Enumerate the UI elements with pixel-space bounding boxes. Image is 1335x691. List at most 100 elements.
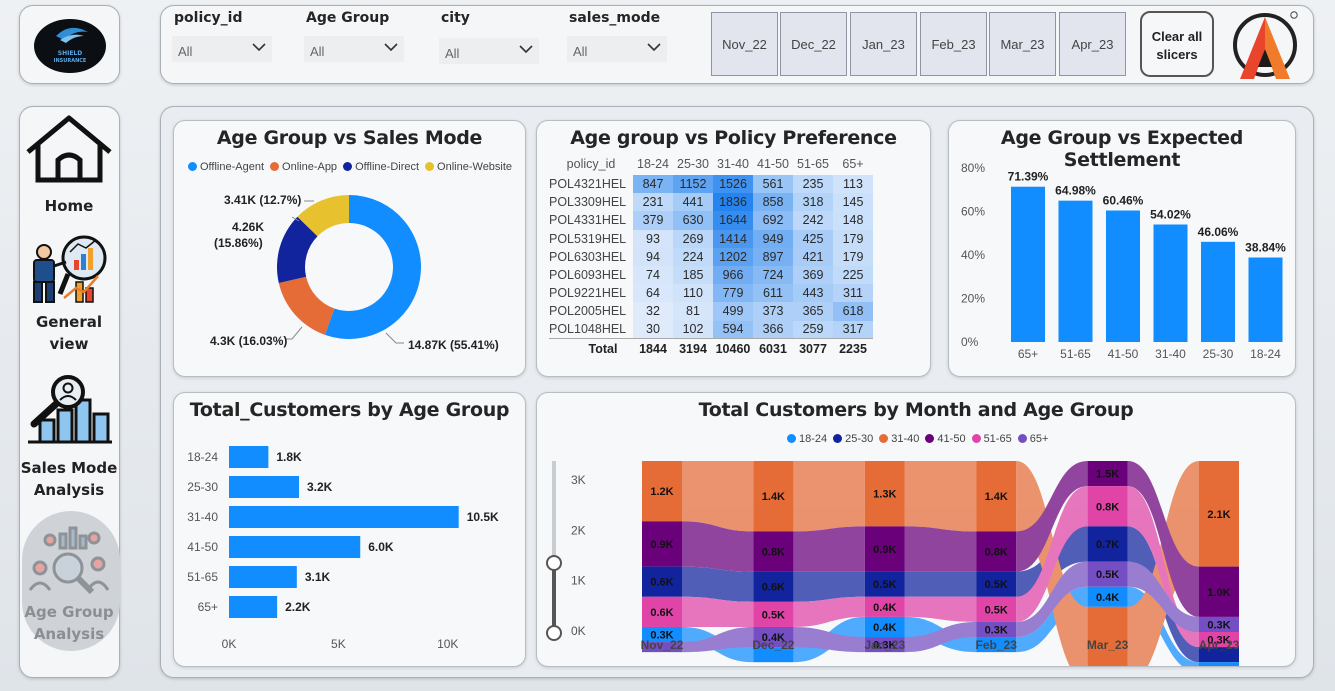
slicer-policy-id[interactable]: policy_id All bbox=[172, 10, 272, 62]
matrix-row[interactable]: POL4331HEL 379 630 1644 692 242 148 bbox=[549, 211, 873, 230]
ribbon-segment[interactable] bbox=[753, 647, 794, 663]
slicer-sales-mode[interactable]: sales_mode All bbox=[567, 10, 667, 62]
matrix-row[interactable]: POL1048HEL 30 102 594 366 259 317 bbox=[549, 320, 873, 339]
donut-slice-offline-agent[interactable] bbox=[324, 195, 421, 339]
legend-item[interactable]: Online-Website bbox=[425, 161, 512, 173]
ribbon-31-40[interactable] bbox=[904, 461, 977, 532]
settlement-bar[interactable] bbox=[1201, 241, 1235, 342]
customer-bar[interactable] bbox=[229, 536, 361, 558]
customer-bar[interactable] bbox=[229, 476, 299, 498]
ribbon-65+[interactable] bbox=[793, 626, 865, 653]
slicer-dropdown[interactable]: All bbox=[439, 38, 539, 64]
customer-bar[interactable] bbox=[229, 506, 459, 528]
ribbon-segment[interactable] bbox=[1199, 616, 1239, 633]
ribbon-segment[interactable] bbox=[864, 526, 905, 572]
matrix-column-header[interactable]: 25-30 bbox=[677, 157, 709, 171]
ribbon-65+[interactable] bbox=[1016, 561, 1088, 638]
matrix-column-header[interactable]: 65+ bbox=[842, 157, 864, 171]
ribbon-segment[interactable] bbox=[753, 531, 794, 572]
ribbon-segment[interactable] bbox=[642, 596, 682, 627]
ribbon-segment[interactable] bbox=[1199, 632, 1239, 648]
ribbon-segment[interactable] bbox=[976, 596, 1017, 622]
settlement-bar[interactable] bbox=[1011, 186, 1045, 342]
ribbon-segment[interactable] bbox=[976, 637, 1017, 653]
nav-item-sales-mode-analysis[interactable]: Sales Mode Analysis bbox=[20, 374, 118, 501]
legend-item[interactable]: 51-65 bbox=[971, 433, 1012, 445]
ribbon-segment[interactable] bbox=[642, 521, 682, 567]
customer-bar[interactable] bbox=[229, 596, 278, 618]
ribbon-segment[interactable] bbox=[1199, 647, 1239, 663]
settlement-bar[interactable] bbox=[1248, 257, 1283, 342]
matrix-column-header[interactable]: 51-65 bbox=[797, 157, 829, 171]
month-button-feb-23[interactable]: Feb_23 bbox=[920, 12, 987, 76]
legend-item[interactable]: 31-40 bbox=[879, 433, 919, 445]
nav-item-general-view[interactable]: General view bbox=[20, 232, 118, 355]
ribbon-25-30[interactable] bbox=[793, 571, 865, 602]
matrix-row[interactable]: POL4321HEL 847 1152 1526 561 235 113 bbox=[549, 175, 873, 194]
ribbon-51-65[interactable] bbox=[682, 596, 754, 627]
matrix-row[interactable]: POL2005HEL 32 81 499 373 365 618 bbox=[549, 302, 873, 321]
ribbon-segment[interactable] bbox=[864, 616, 905, 638]
ribbon-segment[interactable] bbox=[1199, 461, 1239, 567]
ribbon-51-65[interactable] bbox=[1016, 486, 1088, 622]
legend-item[interactable]: 65+ bbox=[1017, 433, 1048, 445]
ribbon-segment[interactable] bbox=[753, 571, 794, 602]
matrix-column-header[interactable]: 31-40 bbox=[717, 157, 749, 171]
ribbon-segment[interactable] bbox=[1087, 561, 1128, 587]
ribbon-65+[interactable] bbox=[1127, 561, 1199, 633]
ribbon-segment[interactable] bbox=[864, 637, 905, 653]
legend-item[interactable]: 41-50 bbox=[925, 433, 966, 445]
month-button-mar-23[interactable]: Mar_23 bbox=[989, 12, 1056, 76]
customer-bar[interactable] bbox=[229, 446, 269, 468]
ribbon-51-65[interactable] bbox=[1127, 486, 1199, 648]
ribbon-segment[interactable] bbox=[864, 571, 905, 597]
ribbon-segment[interactable] bbox=[642, 566, 682, 597]
ribbon-segment[interactable] bbox=[976, 461, 1017, 532]
ribbon-segment[interactable] bbox=[864, 461, 905, 527]
ribbon-41-50[interactable] bbox=[682, 521, 754, 572]
ribbon-segment[interactable] bbox=[753, 461, 794, 532]
ribbon-segment[interactable] bbox=[976, 621, 1017, 638]
legend-item[interactable]: Online-App bbox=[270, 161, 337, 173]
zoom-slider-handle-bottom[interactable] bbox=[546, 625, 562, 641]
ribbon-41-50[interactable] bbox=[904, 526, 977, 572]
month-button-jan-23[interactable]: Jan_23 bbox=[850, 12, 917, 76]
legend-item[interactable]: 25-30 bbox=[833, 433, 873, 445]
settlement-bar[interactable] bbox=[1106, 210, 1140, 342]
ribbon-segment[interactable] bbox=[1087, 461, 1128, 487]
matrix-row[interactable]: POL6093HEL 74 185 966 724 369 225 bbox=[549, 265, 873, 285]
clear-all-slicers-button[interactable]: Clear all slicers bbox=[1140, 11, 1214, 77]
matrix-row[interactable]: POL9221HEL 64 110 779 611 443 311 bbox=[549, 284, 873, 303]
ribbon-51-65[interactable] bbox=[793, 596, 865, 627]
ribbon-31-40[interactable] bbox=[682, 461, 754, 532]
slicer-dropdown[interactable]: All bbox=[172, 36, 272, 62]
month-button-dec-22[interactable]: Dec_22 bbox=[780, 12, 847, 76]
ribbon-segment[interactable] bbox=[976, 531, 1017, 572]
ribbon-segment[interactable] bbox=[642, 642, 682, 653]
ribbon-segment[interactable] bbox=[1087, 526, 1128, 562]
slicer-dropdown[interactable]: All bbox=[304, 36, 404, 62]
donut-slice-online-website[interactable] bbox=[297, 195, 349, 237]
legend-item[interactable]: Offline-Agent bbox=[188, 161, 264, 173]
donut-slice-online-app[interactable] bbox=[278, 276, 335, 335]
ribbon-65+[interactable] bbox=[682, 626, 754, 653]
matrix-row[interactable]: POL3309HEL 231 441 1836 858 318 145 bbox=[549, 193, 873, 212]
zoom-slider-handle-top[interactable] bbox=[546, 555, 562, 571]
ribbon-segment[interactable] bbox=[1087, 486, 1128, 527]
matrix-row[interactable]: POL6303HEL 94 224 1202 897 421 179 bbox=[549, 247, 873, 266]
nav-item-age-group-analysis[interactable]: Age Group Analysis bbox=[20, 524, 118, 645]
slicer-dropdown[interactable]: All bbox=[567, 36, 667, 62]
ribbon-segment[interactable] bbox=[753, 601, 794, 627]
ribbon-41-50[interactable] bbox=[793, 526, 865, 572]
matrix-column-header[interactable]: policy_id bbox=[566, 157, 616, 171]
ribbon-segment[interactable] bbox=[1087, 606, 1128, 667]
customer-bar[interactable] bbox=[229, 566, 297, 588]
settlement-bar[interactable] bbox=[1058, 200, 1093, 342]
slicer-city[interactable]: city All bbox=[439, 10, 539, 64]
ribbon-31-40[interactable] bbox=[793, 461, 865, 532]
ribbon-segment[interactable] bbox=[976, 571, 1017, 597]
month-button-apr-23[interactable]: Apr_23 bbox=[1059, 12, 1126, 76]
month-button-nov-22[interactable]: Nov_22 bbox=[711, 12, 778, 76]
settlement-bar[interactable] bbox=[1153, 224, 1188, 342]
ribbon-51-65[interactable] bbox=[904, 596, 977, 622]
